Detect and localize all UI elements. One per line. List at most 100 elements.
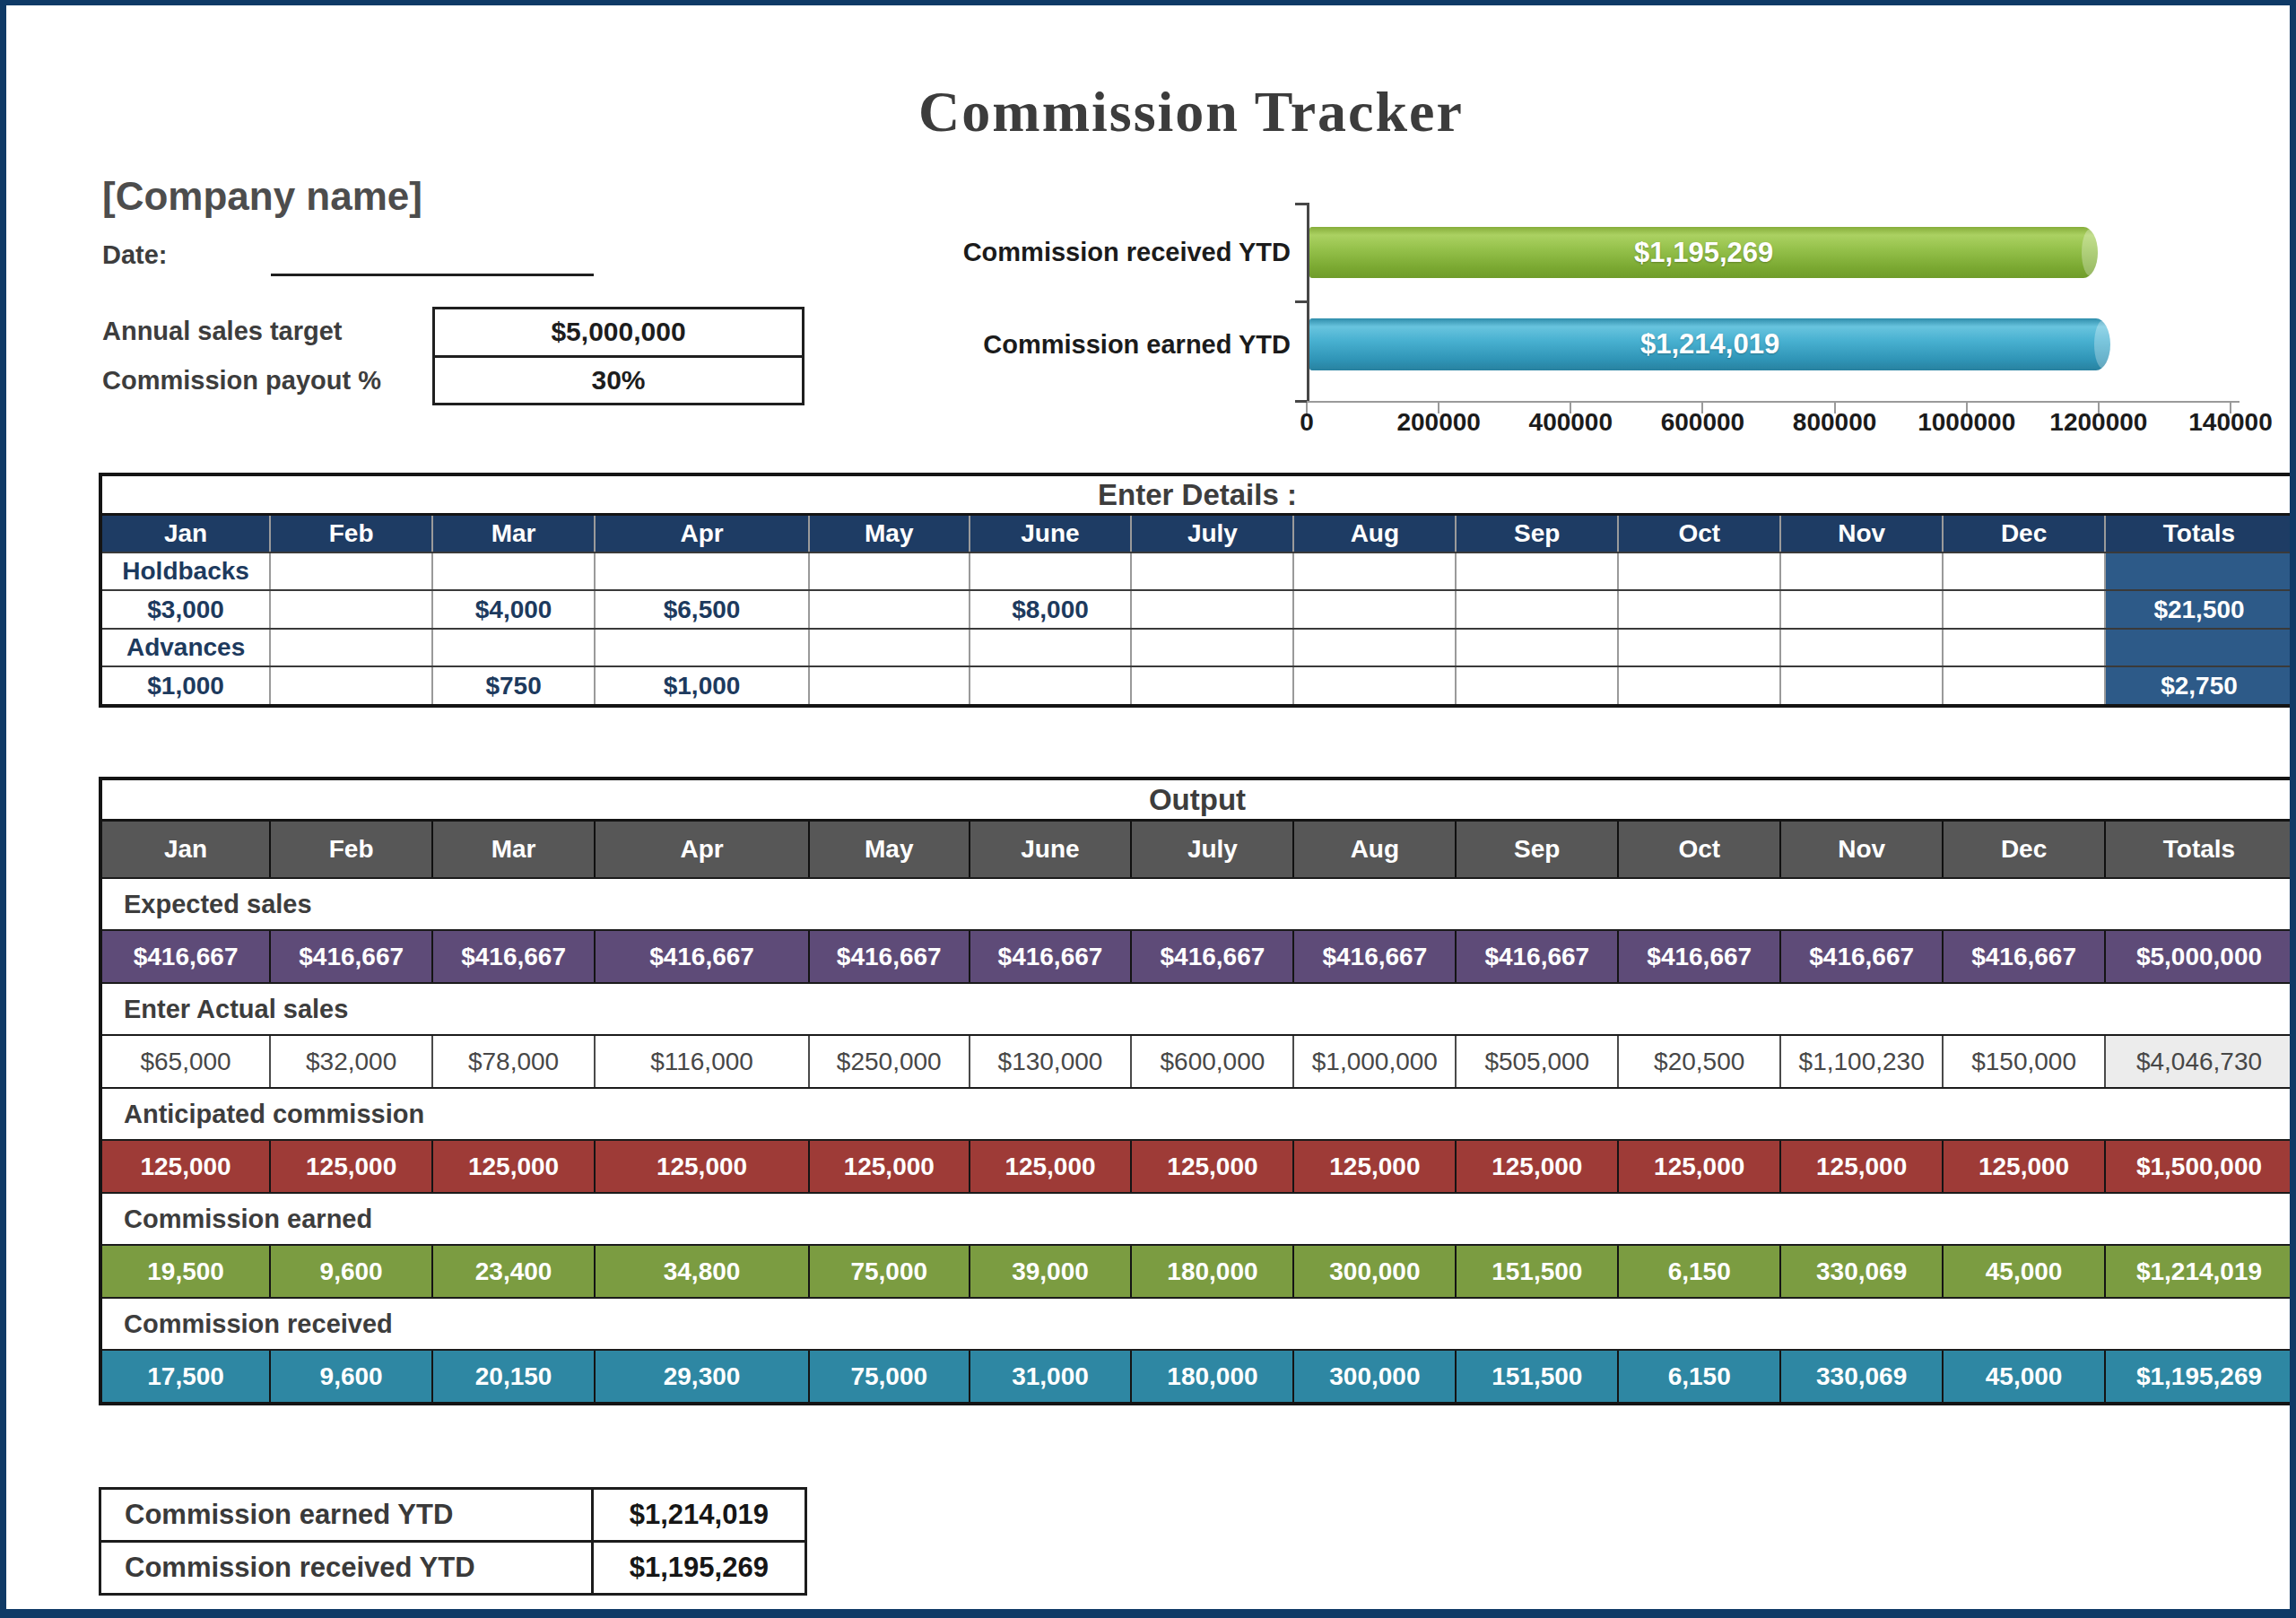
commission-received-feb: 9,600 [271, 1351, 431, 1402]
advances-june[interactable] [970, 667, 1131, 704]
column-header-feb: Feb [271, 516, 431, 552]
actual-sales-mar[interactable]: $78,000 [433, 1036, 594, 1087]
expected-sales-total: $5,000,000 [2106, 931, 2292, 982]
column-header-feb: Feb [271, 822, 431, 877]
annual-sales-target-value[interactable]: $5,000,000 [435, 309, 802, 355]
output-header-row: JanFebMarAprMayJuneJulyAugSepOctNovDecTo… [102, 822, 2292, 877]
column-header-july: July [1132, 516, 1292, 552]
holdbacks-dec[interactable] [1944, 591, 2104, 628]
holdbacks-nov[interactable] [1781, 591, 1942, 628]
anticipated-commission-total: $1,500,000 [2106, 1141, 2292, 1192]
empty-cell[interactable] [1944, 630, 2104, 665]
actual-sales-dec[interactable]: $150,000 [1944, 1036, 2104, 1087]
actual-sales-nov[interactable]: $1,100,230 [1781, 1036, 1942, 1087]
holdbacks-oct[interactable] [1619, 591, 1779, 628]
advances-july[interactable] [1132, 667, 1292, 704]
column-header-mar: Mar [433, 822, 594, 877]
commission-payout-value[interactable]: 30% [435, 355, 802, 404]
empty-cell[interactable] [810, 630, 969, 665]
actual-sales-july[interactable]: $600,000 [1132, 1036, 1292, 1087]
expected-sales-oct: $416,667 [1619, 931, 1779, 982]
holdbacks-feb[interactable] [271, 591, 431, 628]
advances-aug[interactable] [1294, 667, 1455, 704]
actual-sales-apr[interactable]: $116,000 [596, 1036, 808, 1087]
actual-sales-may[interactable]: $250,000 [810, 1036, 969, 1087]
empty-cell[interactable] [1781, 553, 1942, 589]
advances-dec[interactable] [1944, 667, 2104, 704]
advances-mar[interactable]: $750 [433, 667, 594, 704]
empty-cell[interactable] [271, 553, 431, 589]
empty-cell[interactable] [1781, 630, 1942, 665]
commission-received-nov: 330,069 [1781, 1351, 1942, 1402]
empty-cell[interactable] [810, 553, 969, 589]
empty-cell[interactable] [1132, 553, 1292, 589]
actual-sales-feb[interactable]: $32,000 [271, 1036, 431, 1087]
chart-category-label-earned: Commission earned YTD [921, 318, 1291, 370]
axis-tick-label: 1200000 [2049, 408, 2147, 437]
axis-tick-label: 0 [1300, 408, 1314, 437]
empty-cell[interactable] [1457, 553, 1617, 589]
expected-sales-mar: $416,667 [433, 931, 594, 982]
column-header-mar: Mar [433, 516, 594, 552]
expected-sales-may: $416,667 [810, 931, 969, 982]
column-header-may: May [810, 516, 969, 552]
anticipated-commission-row: 125,000125,000125,000125,000125,000125,0… [102, 1139, 2292, 1192]
chart-category-label-received: Commission received YTD [921, 227, 1291, 278]
empty-cell[interactable] [1619, 630, 1779, 665]
empty-cell[interactable] [1294, 553, 1455, 589]
empty-cell[interactable] [1132, 630, 1292, 665]
advances-apr[interactable]: $1,000 [596, 667, 808, 704]
empty-cell[interactable] [596, 553, 808, 589]
details-holdbacks-values-row: $3,000$4,000$6,500$8,000$21,500 [102, 589, 2292, 628]
holdbacks-july[interactable] [1132, 591, 1292, 628]
empty-cell[interactable] [596, 630, 808, 665]
empty-cell[interactable] [970, 630, 1131, 665]
commission-received-june: 31,000 [970, 1351, 1131, 1402]
details-advances-values-row: $1,000$750$1,000$2,750 [102, 665, 2292, 704]
anticipated-commission-apr: 125,000 [596, 1141, 808, 1192]
empty-cell[interactable] [1619, 553, 1779, 589]
column-header-apr: Apr [596, 516, 808, 552]
expected-sales-feb: $416,667 [271, 931, 431, 982]
holdbacks-aug[interactable] [1294, 591, 1455, 628]
holdbacks-mar[interactable]: $4,000 [433, 591, 594, 628]
column-header-totals: Totals [2106, 822, 2292, 877]
axis-tick-label: 140000 [2188, 408, 2272, 437]
actual-sales-sep[interactable]: $505,000 [1457, 1036, 1617, 1087]
empty-cell[interactable] [433, 553, 594, 589]
empty-cell[interactable] [970, 553, 1131, 589]
advances-feb[interactable] [271, 667, 431, 704]
commission-tracker-page: Commission Tracker [Company name] Date: … [0, 0, 2296, 1618]
date-input-line[interactable] [271, 274, 594, 276]
holdbacks-june[interactable]: $8,000 [970, 591, 1131, 628]
advances-oct[interactable] [1619, 667, 1779, 704]
empty-cell[interactable] [1457, 630, 1617, 665]
section-label-commission-received: Commission received [102, 1297, 2292, 1349]
empty-cell[interactable] [433, 630, 594, 665]
empty-cell[interactable] [1294, 630, 1455, 665]
holdbacks-jan[interactable]: $3,000 [102, 591, 269, 628]
empty-cell[interactable] [1944, 553, 2104, 589]
column-header-jan: Jan [102, 516, 269, 552]
actual-sales-oct[interactable]: $20,500 [1619, 1036, 1779, 1087]
column-header-aug: Aug [1294, 822, 1455, 877]
advances-jan[interactable]: $1,000 [102, 667, 269, 704]
empty-cell[interactable] [271, 630, 431, 665]
actual-sales-aug[interactable]: $1,000,000 [1294, 1036, 1455, 1087]
advances-may[interactable] [810, 667, 969, 704]
holdbacks-apr[interactable]: $6,500 [596, 591, 808, 628]
holdbacks-may[interactable] [810, 591, 969, 628]
summary-earned-label: Commission earned YTD [101, 1490, 591, 1540]
anticipated-commission-june: 125,000 [970, 1141, 1131, 1192]
advances-sep[interactable] [1457, 667, 1617, 704]
holdbacks-sep[interactable] [1457, 591, 1617, 628]
actual-sales-jan[interactable]: $65,000 [102, 1036, 269, 1087]
anticipated-commission-mar: 125,000 [433, 1141, 594, 1192]
advances-nov[interactable] [1781, 667, 1942, 704]
actual-sales-june[interactable]: $130,000 [970, 1036, 1131, 1087]
anticipated-commission-dec: 125,000 [1944, 1141, 2104, 1192]
commission-payout-label: Commission payout % [102, 356, 381, 405]
column-header-june: June [970, 516, 1131, 552]
section-label-anticipated-commission: Anticipated commission [102, 1087, 2292, 1139]
date-label: Date: [102, 240, 168, 270]
